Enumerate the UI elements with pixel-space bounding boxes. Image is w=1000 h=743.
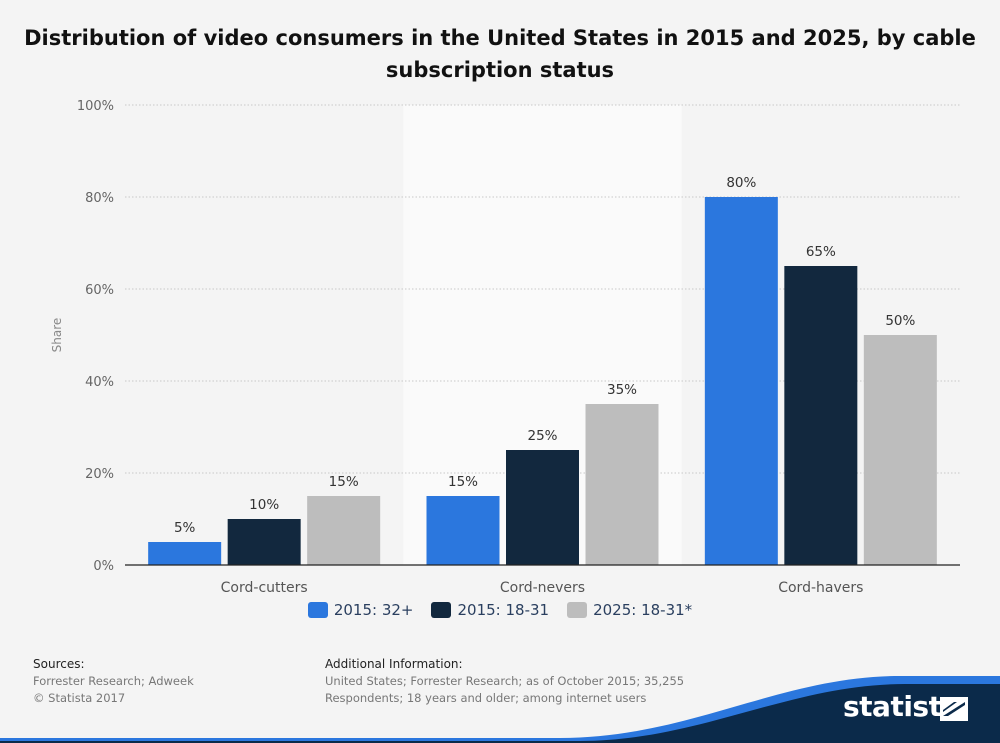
bar-value-label: 50% (885, 313, 915, 329)
bar-value-label: 35% (607, 382, 637, 398)
legend-label: 2015: 18-31 (457, 601, 550, 619)
copyright-text: © Statista 2017 (33, 691, 126, 705)
bar-value-label: 5% (174, 520, 196, 536)
bar (585, 404, 659, 565)
additional-info-block: Additional Information: United States; F… (325, 656, 725, 707)
bar (784, 266, 858, 565)
y-tick-label: 60% (85, 283, 114, 298)
y-axis-label: Share (50, 318, 64, 353)
y-tick-labels: 0% 20% 40% 60% 80% 100% (77, 99, 114, 574)
bar (863, 335, 937, 565)
additional-line-1: United States; Forrester Research; as of… (325, 674, 685, 688)
y-tick-label: 20% (85, 467, 114, 482)
sources-text: Forrester Research; Adweek (33, 674, 194, 688)
legend-swatch (431, 602, 452, 618)
category-label: Cord-nevers (500, 580, 585, 596)
chart-title: Distribution of video consumers in the U… (24, 26, 976, 82)
bar-value-label: 80% (726, 175, 756, 191)
category-labels: Cord-cutters Cord-nevers Cord-havers (221, 580, 864, 596)
bar (704, 197, 778, 565)
bar (426, 496, 500, 565)
category-label: Cord-havers (778, 580, 863, 596)
bar-value-label: 15% (329, 474, 359, 490)
brand-wave-dark (0, 684, 1000, 743)
bar (148, 542, 222, 565)
legend-label: 2015: 32+ (333, 601, 414, 619)
legend: 2015: 32+ 2015: 18-31 2025: 18-31* (0, 601, 1000, 619)
category-label: Cord-cutters (221, 580, 308, 596)
sources-block: Sources: Forrester Research; Adweek © St… (33, 656, 293, 707)
bar (506, 450, 579, 565)
legend-item[interactable]: 2015: 18-31 (431, 601, 549, 619)
bar-value-label: 25% (527, 428, 557, 444)
bar-value-label: 15% (448, 474, 478, 490)
sources-heading: Sources: (33, 657, 85, 671)
statista-logo-icon (940, 697, 968, 721)
y-tick-label: 0% (93, 559, 114, 574)
additional-line-2: Respondents; 18 years and older; among i… (325, 691, 647, 705)
legend-swatch (307, 602, 328, 618)
bar (307, 496, 381, 565)
y-tick-label: 40% (85, 375, 114, 390)
bar-value-labels: 5% 10% 15% 15% 25% 35% 80% 65% 50% (174, 175, 916, 536)
legend-swatch (567, 602, 588, 618)
legend-item[interactable]: 2025: 18-31* (567, 601, 692, 619)
bar-value-label: 10% (249, 497, 279, 513)
legend-label: 2025: 18-31* (593, 601, 693, 619)
y-tick-label: 80% (85, 191, 114, 206)
bars (148, 197, 937, 565)
y-tick-label: 100% (77, 99, 114, 114)
legend-item[interactable]: 2015: 32+ (307, 601, 414, 619)
additional-heading: Additional Information: (325, 657, 463, 671)
bar-value-label: 65% (806, 244, 836, 260)
bar (227, 519, 301, 565)
